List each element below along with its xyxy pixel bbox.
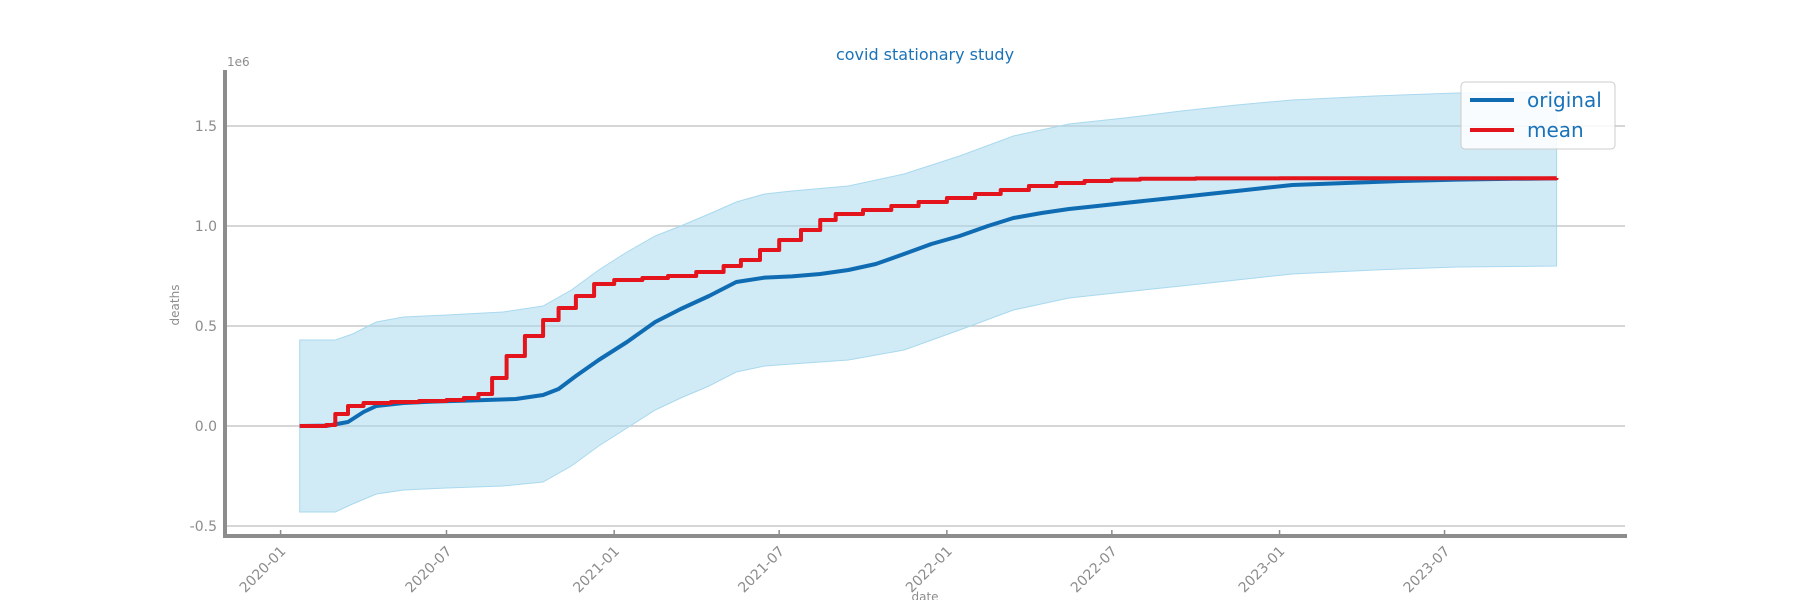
y-axis-label: deaths <box>168 285 182 326</box>
legend-label-original: original <box>1527 88 1602 112</box>
x-tick-label: 2020-01 <box>237 544 290 597</box>
axes-layer <box>223 70 1627 538</box>
series-line-original <box>299 176 1557 428</box>
y-tick-label: -0.5 <box>190 519 217 535</box>
x-tick-label: 2021-01 <box>570 544 623 597</box>
x-tick-label: 2022-07 <box>1068 544 1121 597</box>
x-tick-label: 2023-01 <box>1236 544 1289 597</box>
y-offset-label: 1e6 <box>227 55 250 69</box>
chart-title: covid stationary study <box>836 45 1014 64</box>
band-area <box>299 91 1558 513</box>
x-tick-label: 2021-07 <box>735 544 788 597</box>
x-tick-layer: 2020-01 2020-07 2021-01 2021-07 2022-01 2022-… <box>237 530 1454 597</box>
legend-label-mean: mean <box>1527 118 1584 142</box>
y-tick-label: 0.0 <box>195 419 217 435</box>
y-tick-label: 1.5 <box>195 119 217 135</box>
x-tick-label: 2020-07 <box>403 544 456 597</box>
legend: original mean <box>1460 81 1616 150</box>
y-tick-layer: -0.5 0.0 0.5 1.0 1.5 <box>190 119 217 535</box>
y-tick-label: 0.5 <box>195 319 217 335</box>
x-tick-label: 2023-07 <box>1401 544 1454 597</box>
series-line-mean <box>299 176 1559 428</box>
series-layer <box>299 176 1559 428</box>
x-tick-label: 2022-01 <box>903 544 956 597</box>
y-tick-label: 1.0 <box>195 219 217 235</box>
band-layer <box>299 91 1558 513</box>
x-axis-label: date <box>911 590 938 600</box>
